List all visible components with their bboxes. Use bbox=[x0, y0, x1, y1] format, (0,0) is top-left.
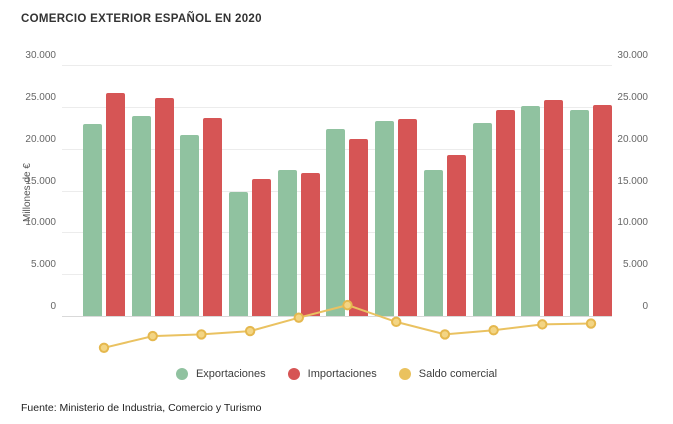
bar-importaciones-4[interactable] bbox=[252, 178, 272, 316]
bar-importaciones-9[interactable] bbox=[495, 110, 515, 316]
bar-importaciones-3[interactable] bbox=[203, 117, 223, 316]
bar-exportaciones-11[interactable] bbox=[569, 110, 589, 316]
saldo-point-10[interactable] bbox=[537, 319, 548, 330]
y-tick-label: 10.000 bbox=[617, 217, 648, 229]
bar-importaciones-8[interactable] bbox=[446, 155, 466, 316]
plot-area bbox=[62, 65, 612, 353]
bar-exportaciones-6[interactable] bbox=[326, 128, 346, 316]
legend: Exportaciones Importaciones Saldo comercia… bbox=[0, 364, 673, 384]
bar-exportaciones-2[interactable] bbox=[131, 116, 151, 316]
y-tick-label: 5.000 bbox=[622, 259, 648, 271]
legend-swatch-saldo-comercial bbox=[398, 368, 411, 380]
bar-importaciones-10[interactable] bbox=[544, 100, 564, 316]
y-tick-label: 5.000 bbox=[30, 259, 56, 271]
legend-item-importaciones[interactable]: Importaciones bbox=[287, 368, 377, 380]
y-axis-right: 30.000 25.000 20.000 15.000 10.000 5.000 0 bbox=[612, 50, 648, 316]
bar-importaciones-7[interactable] bbox=[398, 118, 418, 316]
y-tick-label: 25.000 bbox=[617, 91, 648, 103]
saldo-point-1[interactable] bbox=[98, 342, 110, 353]
bar-importaciones-6[interactable] bbox=[349, 139, 369, 316]
bar-importaciones-5[interactable] bbox=[300, 172, 320, 316]
saldo-point-3[interactable] bbox=[196, 329, 207, 340]
legend-item-exportaciones[interactable]: Exportaciones bbox=[175, 368, 266, 380]
bar-group bbox=[423, 65, 466, 316]
y-tick-label: 20.000 bbox=[25, 133, 56, 145]
bar-group bbox=[83, 65, 125, 316]
bar-group bbox=[326, 65, 369, 316]
y-tick-label: 30.000 bbox=[25, 50, 56, 61]
bar-importaciones-2[interactable] bbox=[154, 98, 174, 316]
y-tick-label: 0 bbox=[642, 301, 648, 312]
bar-exportaciones-10[interactable] bbox=[521, 106, 541, 316]
legend-label: Importaciones bbox=[307, 368, 377, 380]
y-tick-label: 25.000 bbox=[25, 91, 56, 103]
bars-container bbox=[83, 65, 612, 316]
bar-group bbox=[180, 65, 223, 316]
saldo-point-11[interactable] bbox=[585, 318, 597, 329]
bar-group bbox=[472, 65, 515, 316]
bar-exportaciones-4[interactable] bbox=[229, 192, 249, 316]
bar-exportaciones-9[interactable] bbox=[472, 122, 492, 316]
bar-exportaciones-1[interactable] bbox=[83, 123, 102, 316]
saldo-point-2[interactable] bbox=[147, 330, 158, 342]
zero-gridline bbox=[62, 316, 612, 317]
source-note: Fuente: Ministerio de Industria, Comerci… bbox=[21, 402, 262, 414]
legend-swatch-importaciones bbox=[287, 368, 300, 380]
saldo-point-8[interactable] bbox=[439, 329, 451, 340]
chart-title: COMERCIO EXTERIOR ESPAÑOL EN 2020 bbox=[21, 13, 262, 25]
bar-exportaciones-7[interactable] bbox=[375, 121, 395, 316]
y-tick-label: 10.000 bbox=[25, 217, 56, 229]
saldo-point-7[interactable] bbox=[391, 316, 402, 328]
saldo-point-9[interactable] bbox=[488, 325, 499, 336]
bar-exportaciones-8[interactable] bbox=[423, 169, 443, 316]
y-tick-label: 30.000 bbox=[617, 50, 648, 61]
y-tick-label: 0 bbox=[50, 301, 56, 312]
bar-importaciones-11[interactable] bbox=[592, 105, 612, 316]
bar-group bbox=[521, 65, 564, 316]
legend-label: Exportaciones bbox=[195, 368, 266, 380]
bar-group bbox=[229, 65, 272, 316]
bar-group bbox=[277, 65, 320, 316]
gridline bbox=[62, 65, 612, 66]
bar-group bbox=[131, 65, 174, 316]
bar-exportaciones-5[interactable] bbox=[277, 170, 297, 316]
bar-importaciones-1[interactable] bbox=[106, 93, 125, 316]
bar-group bbox=[375, 65, 418, 316]
gridline bbox=[62, 106, 612, 108]
bar-exportaciones-3[interactable] bbox=[180, 135, 200, 316]
y-tick-label: 20.000 bbox=[617, 133, 648, 145]
y-tick-label: 15.000 bbox=[617, 175, 648, 187]
y-tick-label: 15.000 bbox=[25, 175, 56, 187]
saldo-point-4[interactable] bbox=[244, 325, 256, 337]
legend-swatch-exportaciones bbox=[175, 368, 188, 380]
y-axis-left: 30.000 25.000 20.000 15.000 10.000 5.000 0 bbox=[0, 50, 56, 316]
bar-group bbox=[569, 65, 612, 316]
legend-label: Saldo comercial bbox=[418, 368, 498, 380]
legend-item-saldo-comercial[interactable]: Saldo comercial bbox=[398, 368, 498, 380]
